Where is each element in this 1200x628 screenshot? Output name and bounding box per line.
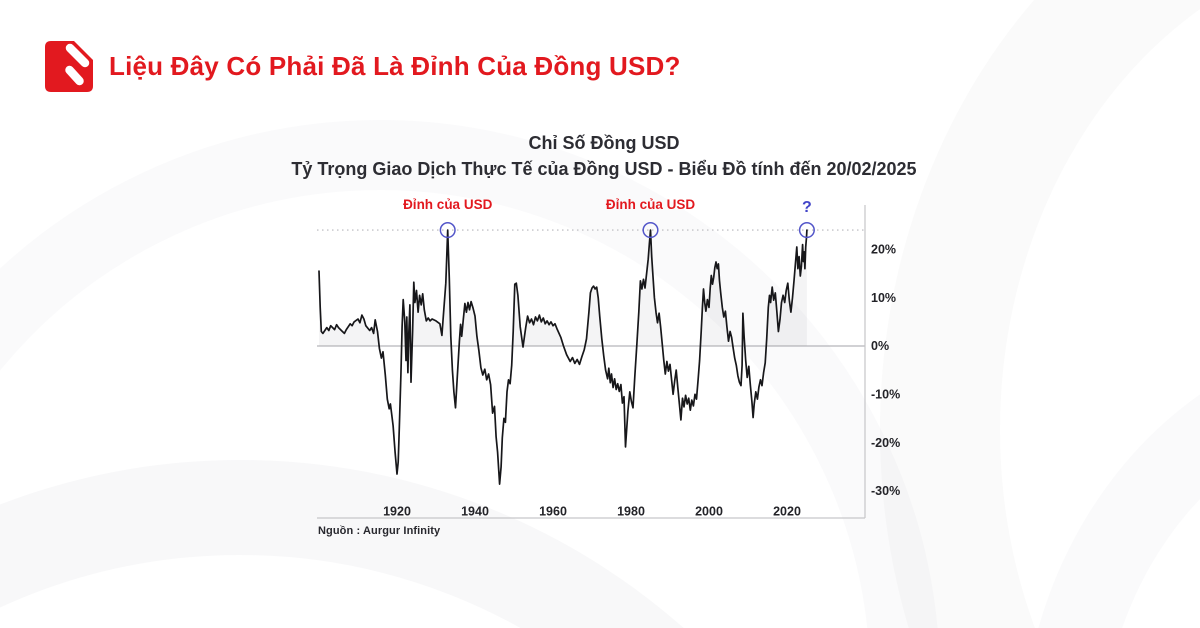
x-tick-label: 2020 bbox=[773, 505, 801, 519]
chart-subtitle: Tỷ Trọng Giao Dịch Thực Tế của Đồng USD … bbox=[291, 159, 917, 179]
y-tick-label: -30% bbox=[871, 484, 900, 498]
peak-marker-circle bbox=[439, 222, 456, 239]
y-tick-label: 20% bbox=[871, 243, 896, 257]
question-annotation: ? bbox=[802, 199, 812, 216]
peak-annotation: Đỉnh của USD bbox=[606, 197, 696, 212]
y-tick-label: -20% bbox=[871, 436, 900, 450]
peak-annotation: Đỉnh của USD bbox=[403, 197, 493, 212]
page-title: Liệu Đây Có Phải Đã Là Đỉnh Của Đồng USD… bbox=[109, 51, 681, 81]
y-tick-label: 0% bbox=[871, 339, 889, 353]
x-tick-label: 1960 bbox=[539, 505, 567, 519]
peak-marker-circle bbox=[642, 222, 659, 239]
header: Liệu Đây Có Phải Đã Là Đỉnh Của Đồng USD… bbox=[44, 40, 681, 93]
chart-title: Chỉ Số Đồng USD bbox=[528, 133, 680, 153]
x-tick-label: 1980 bbox=[617, 505, 645, 519]
x-tick-label: 1920 bbox=[383, 505, 411, 519]
series-line bbox=[318, 229, 808, 485]
peak-marker-circle bbox=[798, 222, 815, 239]
brand-logo-icon bbox=[45, 41, 93, 92]
source-note: Nguồn : Aurgur Infinity bbox=[318, 525, 441, 537]
y-tick-label: 10% bbox=[871, 291, 896, 305]
x-tick-label: 1940 bbox=[461, 505, 489, 519]
chart-title-block: Chỉ Số Đồng USD Tỷ Trọng Giao Dịch Thực … bbox=[0, 130, 1200, 182]
y-tick-label: -10% bbox=[871, 388, 900, 402]
series-area-shade bbox=[319, 230, 807, 346]
x-tick-label: 2000 bbox=[695, 505, 723, 519]
